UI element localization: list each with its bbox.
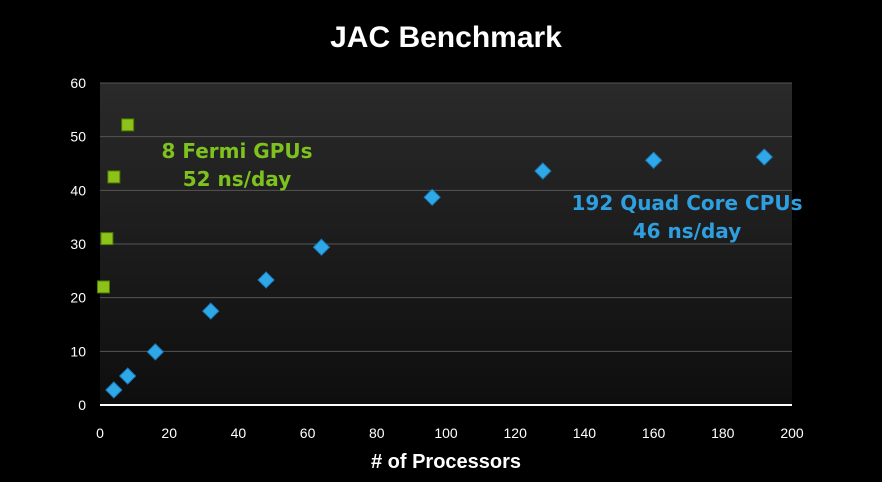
annotation-label: 8 Fermi GPUs — [161, 139, 312, 163]
data-point-diamond — [105, 381, 123, 399]
annotation-label: 46 ns/day — [633, 219, 741, 243]
data-point-square — [121, 118, 135, 132]
annotation-label: 52 ns/day — [183, 167, 291, 191]
y-tick-label: 40 — [70, 182, 86, 198]
annotation-label: 192 Quad Core CPUs — [571, 191, 802, 215]
data-point-diamond — [423, 188, 441, 207]
x-tick-label: 100 — [434, 425, 458, 441]
data-point-diamond — [534, 162, 552, 180]
data-point-diamond — [202, 302, 220, 320]
x-tick-label: 200 — [780, 425, 804, 441]
x-tick-label: 160 — [642, 425, 666, 441]
data-point-diamond — [312, 238, 331, 256]
data-point-diamond — [644, 151, 663, 169]
y-tick-label: 20 — [70, 290, 86, 306]
y-tick-label: 60 — [70, 75, 86, 91]
chart-title: JAC Benchmark — [330, 21, 562, 54]
x-tick-label: 120 — [504, 425, 528, 441]
y-tick-label: 30 — [70, 236, 86, 252]
x-tick-label: 80 — [369, 425, 385, 441]
data-point-diamond — [257, 271, 275, 289]
data-point-square — [107, 170, 121, 184]
x-tick-label: 20 — [161, 425, 177, 441]
y-tick-label: 10 — [70, 343, 86, 359]
data-point-square — [100, 232, 114, 246]
x-tick-label: 0 — [96, 425, 104, 441]
x-axis-label: # of Processors — [371, 451, 521, 473]
x-tick-label: 140 — [573, 425, 597, 441]
data-point-square — [96, 280, 110, 294]
y-tick-label: 50 — [70, 129, 86, 145]
y-tick-label: 0 — [78, 397, 86, 413]
data-point-diamond — [755, 148, 774, 166]
x-tick-label: 60 — [300, 425, 316, 441]
x-tick-label: 40 — [231, 425, 247, 441]
data-point-diamond — [118, 367, 137, 385]
data-point-diamond — [146, 343, 165, 361]
x-tick-label: 180 — [711, 425, 735, 441]
